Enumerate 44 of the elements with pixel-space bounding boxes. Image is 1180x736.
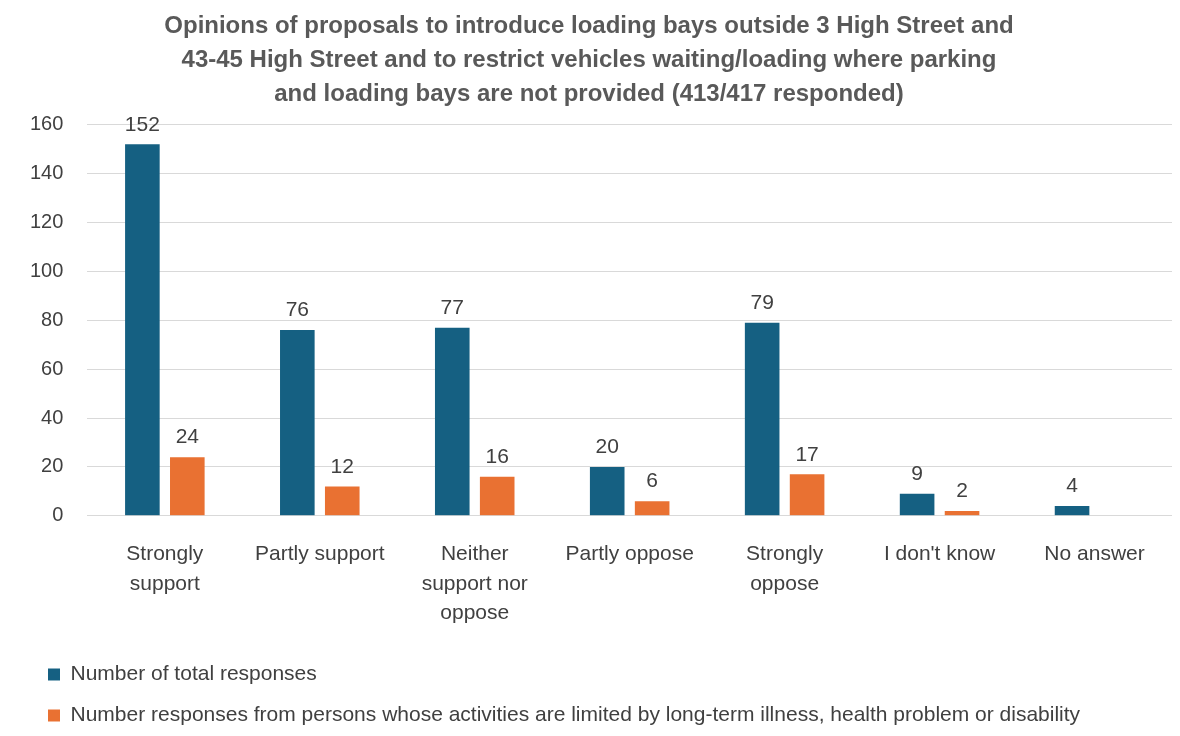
- x-tick-label: I don't know: [883, 541, 997, 565]
- bar: [1054, 506, 1090, 516]
- bar: [899, 493, 935, 516]
- bar: [280, 330, 315, 516]
- bar: [479, 476, 515, 516]
- y-tick-label: 0: [52, 503, 64, 526]
- data-label: 6: [646, 468, 658, 492]
- x-tick-label: Strongly support: [126, 541, 204, 594]
- data-label: 4: [1066, 473, 1079, 497]
- x-tick-label: Partly support: [255, 541, 385, 565]
- data-label: 152: [124, 111, 160, 135]
- data-label: 24: [175, 424, 200, 448]
- x-tick-label: No answer: [1044, 541, 1145, 565]
- bar: [589, 466, 625, 516]
- y-tick-label: 140: [29, 161, 64, 184]
- y-tick-label: 100: [29, 258, 64, 281]
- data-label: 2: [956, 478, 968, 502]
- bar: [125, 144, 160, 516]
- data-label: 76: [285, 297, 309, 321]
- data-label: 77: [440, 294, 464, 318]
- chart-title: Opinions of proposals to introduce loading bays outside 3 High Street and 43-45 High Street and to restrict vehicles waiting/loading where parking and loading bays are not provided (413/417 responded): [164, 11, 1014, 106]
- y-tick-label: 120: [29, 210, 64, 233]
- legend-label: Number responses from persons whose activities are limited by long-term illness, health problem or disability: [70, 702, 1081, 726]
- data-label: 12: [330, 453, 354, 477]
- data-label: 79: [750, 290, 774, 314]
- bar: [324, 486, 360, 516]
- bar: [634, 501, 670, 516]
- y-tick-label: 80: [41, 307, 64, 330]
- x-tick-label: Partly oppose: [565, 541, 694, 565]
- y-tick-label: 20: [41, 454, 64, 477]
- y-tick-label: 40: [41, 405, 64, 428]
- y-tick-label: 160: [29, 112, 64, 135]
- bar: [170, 457, 205, 516]
- bar: [789, 474, 825, 516]
- x-tick-label: Strongly oppose: [746, 541, 824, 594]
- data-label: 20: [595, 434, 619, 458]
- bar: [744, 322, 780, 516]
- data-label: 16: [485, 444, 509, 467]
- legend-label: Number of total responses: [70, 661, 317, 685]
- data-label: 9: [911, 461, 923, 485]
- x-tick-label: Neither support nor oppose: [421, 541, 528, 624]
- y-tick-label: 60: [41, 356, 64, 379]
- data-label: 17: [795, 441, 819, 465]
- bar: [434, 327, 470, 516]
